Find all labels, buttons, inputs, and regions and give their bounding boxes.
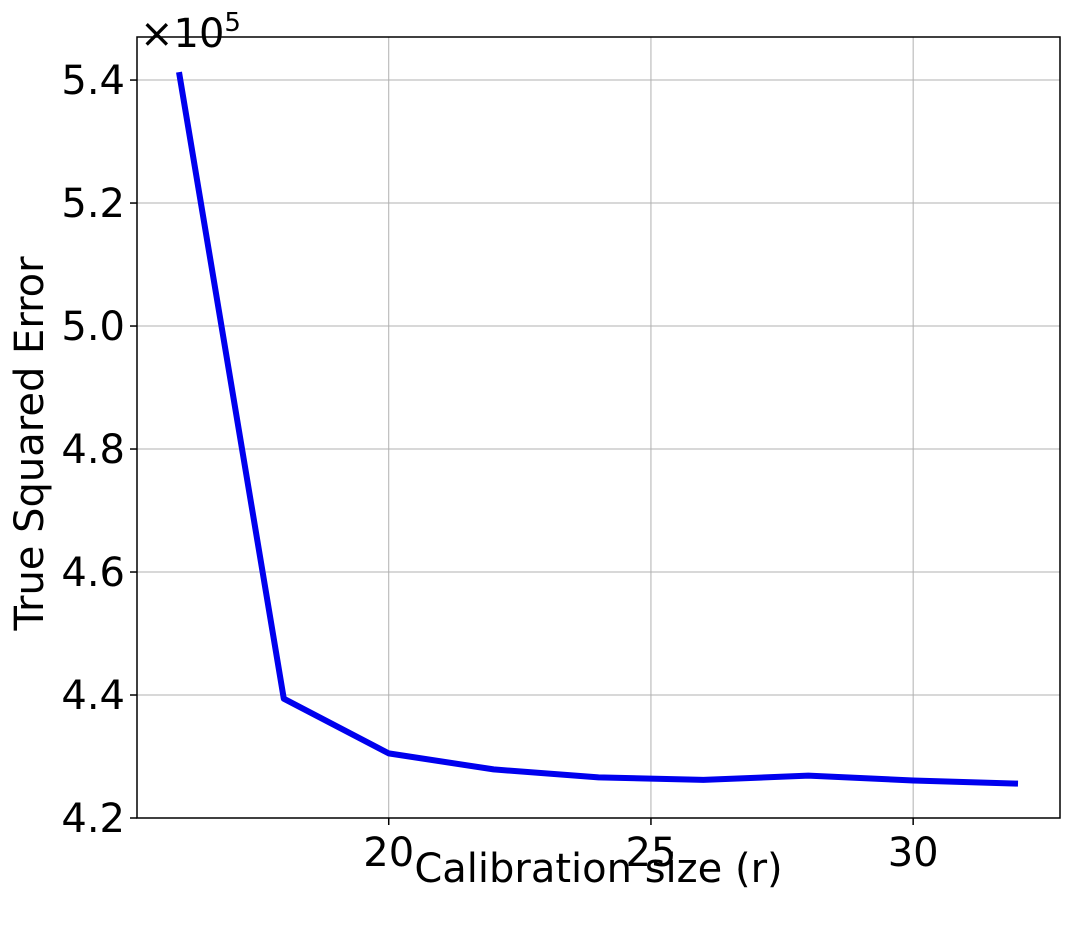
y-axis-ticks: 4.2 4.4 4.6 4.8 5.0 5.2 5.4 bbox=[61, 58, 137, 842]
y-tick-label: 4.2 bbox=[61, 796, 125, 842]
y-tick-label: 5.2 bbox=[61, 181, 125, 227]
y-tick-label: 5.4 bbox=[61, 58, 125, 104]
x-tick-label: 30 bbox=[888, 830, 939, 876]
x-tick-label: 20 bbox=[363, 830, 414, 876]
y-tick-label: 4.8 bbox=[61, 427, 125, 473]
y-axis-scale-factor: ×105 bbox=[140, 8, 241, 57]
grid-lines bbox=[137, 37, 1060, 819]
scale-factor-exponent: 5 bbox=[224, 8, 241, 38]
x-axis-ticks: 20 25 30 bbox=[363, 818, 939, 876]
series-line bbox=[176, 71, 1019, 787]
plot-area-frame bbox=[136, 36, 1061, 819]
y-axis-title: True Squared Error bbox=[7, 256, 53, 632]
x-tick-label: 25 bbox=[625, 830, 676, 876]
scale-factor-base: ×10 bbox=[140, 11, 224, 57]
series-layer bbox=[176, 71, 1019, 787]
x-axis-title: Calibration size (r) bbox=[414, 846, 782, 892]
y-tick-label: 4.4 bbox=[61, 673, 125, 719]
y-tick-label: 5.0 bbox=[61, 304, 125, 350]
y-tick-label: 4.6 bbox=[61, 550, 125, 596]
